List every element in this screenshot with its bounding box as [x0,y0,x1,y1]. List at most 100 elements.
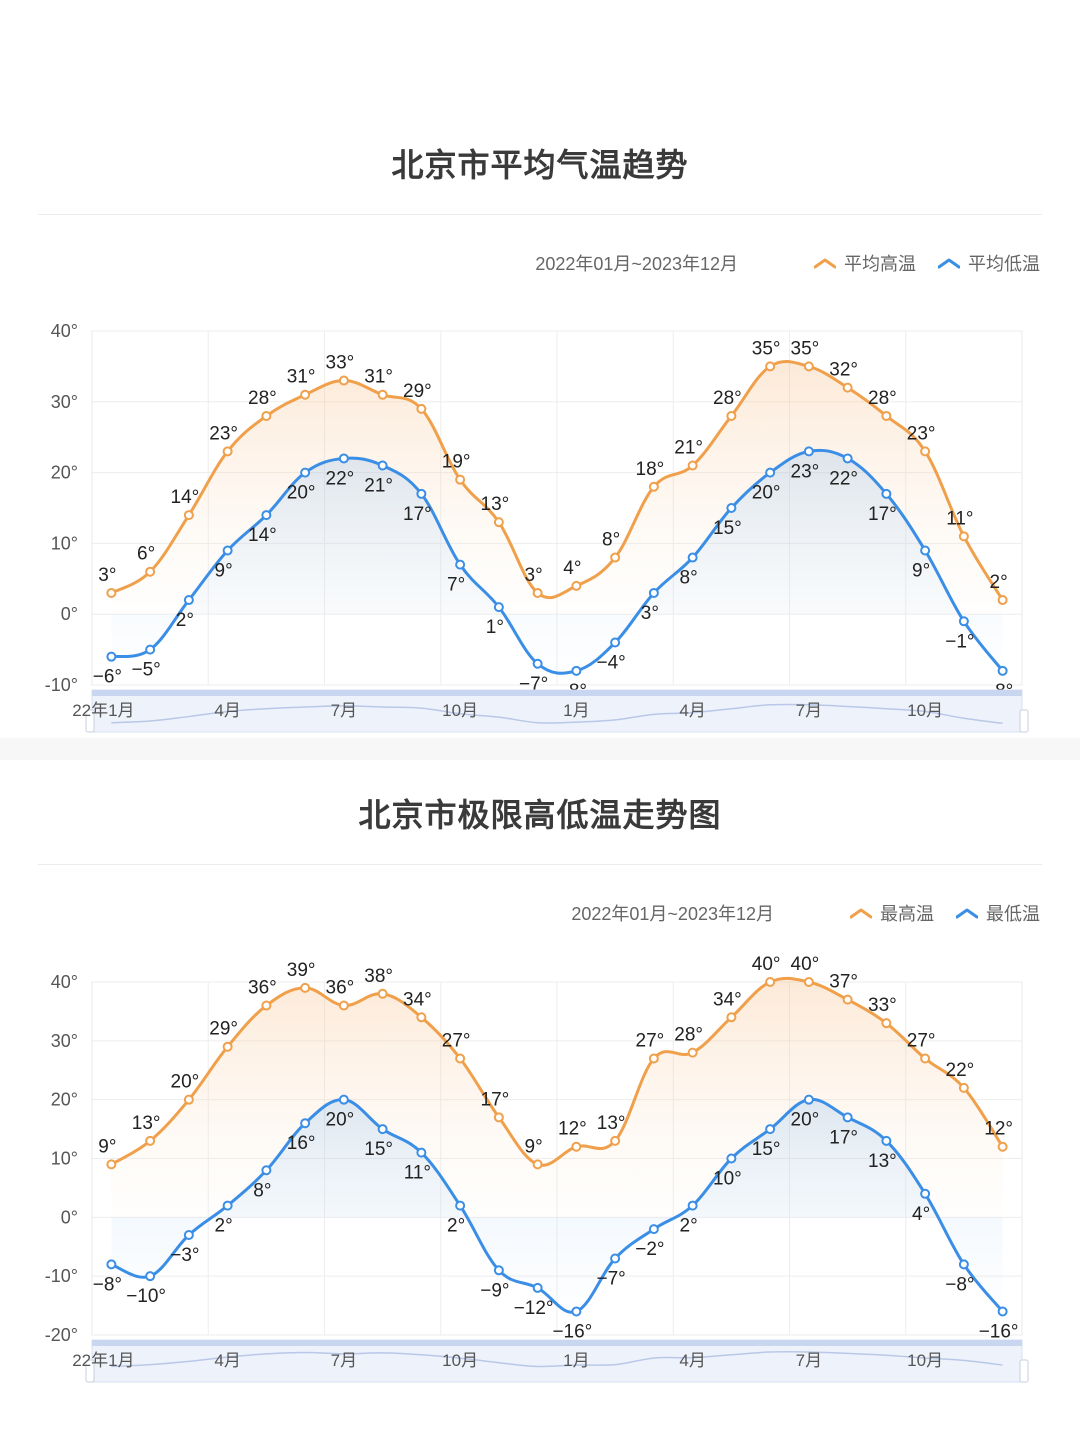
data-point [726,410,737,421]
data-point [610,552,621,563]
data-label: 21° [674,438,703,459]
data-label: 13° [132,1113,161,1134]
data-label: 33° [326,353,355,374]
data-point [648,1224,659,1235]
data-label: 31° [364,367,393,388]
data-label: 2° [447,1216,465,1237]
section-gap [0,738,1080,760]
data-point [106,1159,117,1170]
data-point [106,651,117,662]
data-point [416,1012,427,1023]
series-area [111,1099,1003,1313]
data-point [455,559,466,570]
data-label: 12° [984,1119,1013,1140]
data-point [958,1082,969,1093]
data-point [493,1112,504,1123]
data-label: 17° [481,1089,510,1110]
data-label: 27° [907,1030,936,1051]
data-label: 22° [946,1060,975,1081]
data-label: 9° [98,1136,116,1157]
data-label: 20° [752,483,781,504]
data-label: −10° [126,1286,166,1307]
data-point [920,1188,931,1199]
data-point [803,361,814,372]
data-label: 6° [137,544,155,565]
data-point [881,410,892,421]
data-label: 22° [829,468,858,489]
data-point [571,1306,582,1317]
data-label: 34° [403,989,432,1010]
x-tick-label: 7月 [331,1351,357,1370]
data-point [261,510,272,521]
zoom-preview-line [111,1350,1003,1368]
x-tick-label: 1月 [563,701,589,720]
data-point [106,587,117,598]
legend-item-low[interactable]: 最低温 [956,900,1040,926]
data-point [416,488,427,499]
data-label: 27° [636,1030,665,1051]
x-tick-label: 7月 [331,701,357,720]
data-point [532,587,543,598]
data-label: 17° [868,504,897,525]
data-point [455,1200,466,1211]
data-point [183,510,194,521]
data-label: 22° [326,468,355,489]
data-point [416,403,427,414]
data-label: 14° [171,487,200,508]
data-label: 27° [442,1030,471,1051]
line-series-icon [850,908,872,919]
data-point [532,658,543,669]
y-tick-label: 30° [51,392,78,412]
data-point [377,460,388,471]
legend-item-high[interactable]: 平均高温 [814,250,916,276]
data-label: 9° [912,560,930,581]
data-point [183,595,194,606]
data-point [765,977,776,987]
series-area [111,450,1003,674]
chart-meta: 2022年01月~2023年12月 最高温 最低温 [571,900,1040,926]
data-point [687,552,698,563]
data-point [842,453,853,464]
data-point [377,389,388,400]
x-tick-label: 4月 [679,1351,705,1370]
data-label: −5° [131,660,160,681]
legend-label: 最低温 [986,904,1040,924]
data-label: 32° [829,360,858,381]
legend-item-low[interactable]: 平均低温 [938,250,1040,276]
x-tick-label: 4月 [214,1351,240,1370]
data-point [920,1053,931,1064]
data-label: 2° [680,1216,698,1237]
date-range: 2022年01月~2023年12月 [535,254,738,274]
legend-label: 平均低温 [968,254,1040,274]
data-point [842,994,853,1005]
data-point [958,1259,969,1270]
y-tick-label: 40° [51,972,78,992]
data-label: 20° [287,483,316,504]
zoom-slider [91,1339,1023,1383]
data-point [261,1165,272,1176]
x-tick-label: 10月 [907,1351,943,1370]
data-point [765,467,776,478]
zoom-handle-right [1019,709,1029,733]
data-label: 2° [176,610,194,631]
data-label: 12° [558,1119,587,1140]
data-label: 2° [215,1216,233,1237]
data-label: 3° [525,565,543,586]
data-point [958,531,969,542]
data-label: −8° [945,1274,974,1295]
avg-temp-section: 北京市平均气温趋势 2022年01月~2023年12月 平均高温 平均低温 40… [38,147,1042,733]
data-point [145,1135,156,1146]
legend-item-high[interactable]: 最高温 [850,900,934,926]
y-tick-label: 20° [51,1090,78,1110]
chart-title: 北京市平均气温趋势 [391,147,689,183]
data-label: 4° [563,558,581,579]
data-point [687,460,698,471]
data-point [958,616,969,627]
data-point [765,361,776,372]
divider [38,864,1042,865]
chart-meta: 2022年01月~2023年12月 平均高温 平均低温 [535,250,1040,276]
data-point [997,1141,1008,1152]
data-label: 23° [791,461,820,482]
data-label: 29° [403,381,432,402]
data-point [300,389,311,400]
